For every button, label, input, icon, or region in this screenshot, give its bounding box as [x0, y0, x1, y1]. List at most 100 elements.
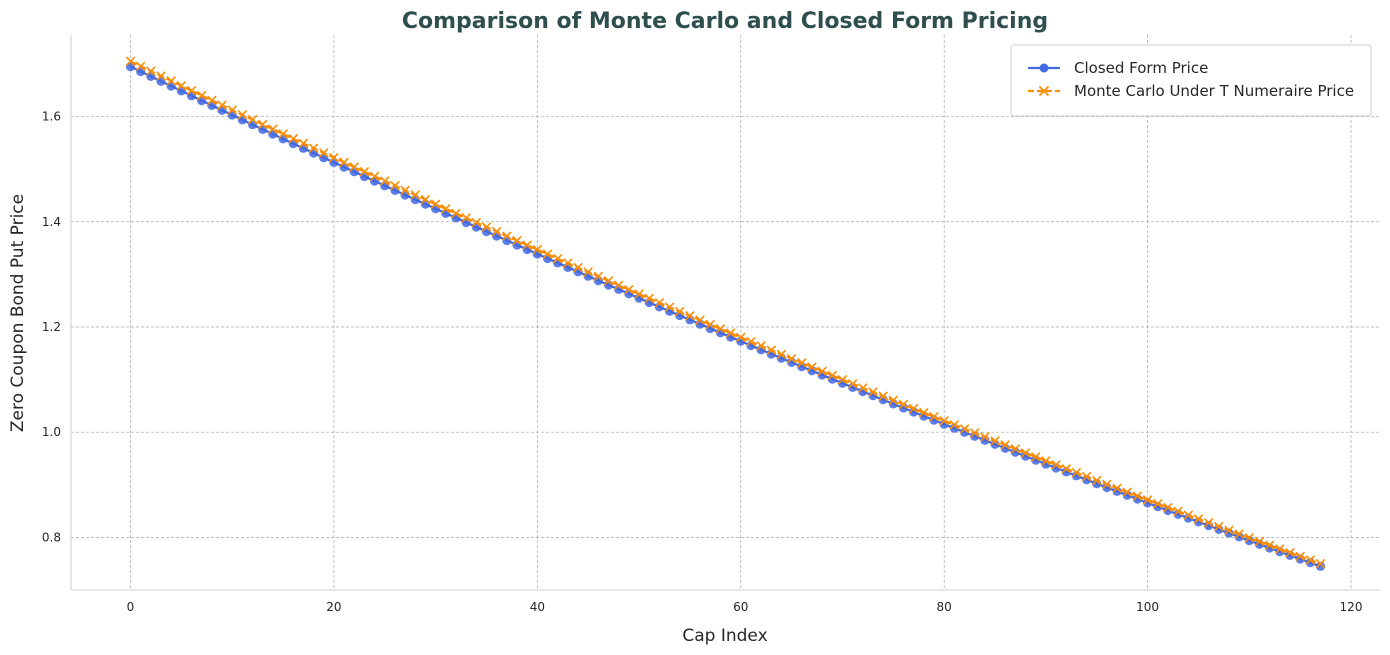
data-point	[786, 353, 797, 364]
data-point	[390, 180, 400, 191]
data-point	[949, 420, 960, 430]
data-point	[817, 366, 827, 376]
data-point	[369, 171, 380, 182]
data-point	[725, 328, 736, 338]
data-point	[644, 293, 654, 304]
data-point	[288, 133, 299, 144]
data-point	[1254, 536, 1265, 547]
data-point	[1305, 555, 1316, 565]
data-point	[807, 362, 817, 372]
data-point	[715, 323, 726, 334]
data-point	[827, 370, 838, 381]
data-point	[492, 231, 502, 241]
data-point	[237, 110, 248, 120]
y-tick-label: 1.0	[42, 425, 61, 439]
data-point	[756, 341, 766, 351]
data-point	[776, 349, 787, 360]
data-point	[542, 249, 553, 259]
data-point	[1275, 544, 1285, 554]
data-point	[1071, 467, 1082, 478]
data-point	[1000, 443, 1010, 453]
data-point	[237, 115, 247, 125]
data-point	[980, 432, 990, 442]
data-point	[502, 231, 512, 241]
data-point	[461, 213, 471, 223]
data-point	[1173, 506, 1183, 517]
series-markers-closed-form	[125, 61, 1326, 571]
data-point	[420, 194, 431, 205]
data-point	[186, 85, 197, 96]
data-point	[227, 105, 237, 115]
data-point	[491, 226, 502, 237]
data-point	[674, 306, 685, 317]
data-point	[1214, 521, 1224, 532]
data-point	[278, 129, 288, 139]
data-point	[1193, 514, 1204, 524]
data-point	[552, 253, 563, 264]
data-point	[532, 244, 543, 255]
data-point	[146, 66, 156, 76]
data-point	[217, 100, 227, 110]
data-point	[420, 199, 431, 209]
y-tick-label: 1.2	[42, 320, 61, 334]
data-point	[410, 190, 421, 200]
data-point	[1295, 551, 1305, 562]
data-point	[1000, 440, 1010, 450]
data-point	[156, 71, 166, 81]
data-point	[624, 284, 634, 295]
x-tick-label: 80	[937, 600, 952, 614]
data-point	[1122, 490, 1132, 500]
data-point	[380, 176, 390, 186]
data-point	[1091, 475, 1102, 486]
legend-label-monte-carlo: Monte Carlo Under T Numeraire Price	[1074, 82, 1354, 100]
series-line-monte-carlo	[130, 60, 1321, 565]
data-point	[166, 81, 176, 91]
data-point	[1254, 539, 1265, 549]
data-point	[308, 143, 319, 153]
data-point	[268, 124, 278, 134]
data-point	[125, 56, 136, 67]
grid-layer	[71, 35, 1380, 590]
data-point	[1152, 498, 1163, 509]
data-point	[207, 95, 217, 106]
data-point	[522, 240, 532, 250]
data-point	[471, 217, 482, 228]
data-point	[430, 199, 441, 209]
legend-marker-monte-carlo	[1038, 85, 1050, 97]
y-tick-label: 1.4	[42, 215, 61, 229]
data-point	[613, 280, 624, 290]
data-point	[868, 387, 878, 397]
data-point	[898, 399, 909, 410]
data-point	[1030, 452, 1041, 462]
data-point	[247, 114, 258, 125]
x-tick-label: 20	[326, 600, 341, 614]
y-axis-label: Zero Coupon Bond Put Price	[8, 194, 28, 432]
data-point	[410, 194, 420, 205]
x-tick-label: 120	[1340, 600, 1363, 614]
data-point	[634, 289, 644, 299]
data-point	[359, 166, 370, 177]
data-point	[1132, 494, 1143, 504]
data-point	[1264, 540, 1275, 551]
data-point	[1163, 502, 1173, 513]
data-point	[1010, 444, 1021, 454]
legend-label-closed-form: Closed Form Price	[1074, 59, 1208, 77]
chart-title: Comparison of Monte Carlo and Closed For…	[402, 9, 1048, 34]
data-point	[1132, 491, 1143, 501]
series-line-closed-form	[130, 65, 1321, 568]
x-axis-label: Cap Index	[682, 626, 767, 646]
data-point	[705, 319, 716, 330]
data-point	[1061, 463, 1071, 474]
x-tick-label: 100	[1136, 600, 1159, 614]
data-point	[1020, 448, 1031, 458]
legend-box	[1010, 44, 1372, 117]
data-point	[1234, 529, 1244, 539]
data-point	[1041, 456, 1051, 466]
data-point	[339, 157, 349, 168]
data-point	[878, 391, 888, 401]
data-point	[888, 395, 899, 406]
data-point	[135, 61, 146, 71]
data-point	[451, 208, 461, 219]
y-tick-label: 1.6	[42, 110, 61, 124]
